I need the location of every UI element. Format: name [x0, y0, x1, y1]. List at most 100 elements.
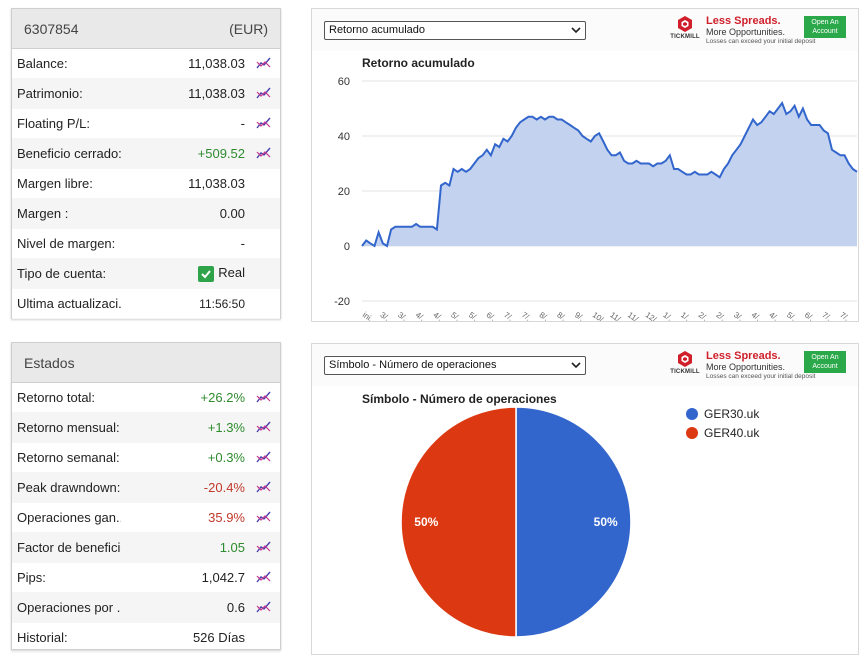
- stat-value: -: [240, 116, 245, 131]
- stat-value: 0.6: [226, 600, 245, 615]
- stat-chart-button[interactable]: [251, 450, 275, 466]
- stat-row: Floating P/L: -: [12, 109, 280, 139]
- open-account-button[interactable]: Open An Account: [804, 16, 846, 38]
- stat-label: Peak drawndown:: [17, 480, 121, 495]
- stat-row: Nivel de margen: -: [12, 229, 280, 259]
- line-chart-select[interactable]: Retorno acumulado: [324, 20, 586, 40]
- stat-label: Factor de beneficio:: [17, 540, 121, 555]
- stat-row: Operaciones gan... 35.9%: [12, 503, 280, 533]
- x-tick-label: 4/...: [750, 310, 766, 321]
- stat-value: 11,038.03: [188, 176, 245, 191]
- ad-text: Less Spreads. More Opportunities. Losses…: [706, 350, 846, 381]
- legend-swatch: [686, 426, 698, 439]
- stat-row: Historial: 526 Días: [12, 623, 280, 653]
- stat-value: 11:56:50: [199, 296, 245, 311]
- stats-panel: Estados Retorno total: +26.2% Retorno mens…: [11, 342, 281, 653]
- legend-label: GER30.uk: [704, 406, 760, 421]
- stat-value: 11,038.03: [188, 56, 245, 71]
- stat-value: +26.2%: [200, 390, 245, 405]
- x-tick-label: 4/...: [767, 310, 783, 321]
- account-rows: Balance: 11,038.03 Patrimonio: 11,038.03 Flo…: [12, 49, 280, 319]
- tickmill-logo-icon: [678, 351, 692, 367]
- x-tick-label: 3/...: [396, 310, 412, 321]
- tickmill-logo: TICKMILL: [670, 15, 700, 40]
- legend-item[interactable]: GER40.uk: [686, 423, 759, 442]
- line-chart-icon: [255, 57, 271, 69]
- open-account-button[interactable]: Open An Account: [804, 351, 846, 373]
- line-chart-icon: [255, 571, 271, 583]
- checkmark-icon: [198, 265, 215, 282]
- stat-chart-button[interactable]: [251, 56, 275, 72]
- line-chart-icon: [255, 87, 271, 99]
- ad-banner[interactable]: TICKMILL Less Spreads. More Opportunitie…: [670, 350, 846, 381]
- stat-label: Ultima actualizaci...: [17, 296, 121, 311]
- stat-chart-button[interactable]: [251, 86, 275, 102]
- account-header: 6307854 (EUR): [12, 9, 280, 49]
- stat-label: Floating P/L:: [17, 116, 90, 131]
- x-tick-label: 7/...: [820, 310, 836, 321]
- account-number: 6307854: [24, 20, 79, 37]
- stat-row: Retorno total: +26.2%: [12, 383, 280, 413]
- stat-chart-button[interactable]: [251, 116, 275, 132]
- stat-value: 526 Días: [192, 630, 245, 645]
- pie-chart-title: Símbolo - Número de operaciones: [362, 392, 557, 406]
- stat-row: Patrimonio: 11,038.03: [12, 79, 280, 109]
- x-tick-label: 2/...: [714, 310, 730, 321]
- line-chart-title: Retorno acumulado: [362, 56, 475, 70]
- line-chart-icon: [255, 147, 271, 159]
- ad-brand: TICKMILL: [670, 369, 700, 375]
- stat-value: -20.4%: [203, 480, 245, 495]
- open-account-line1: Open An: [811, 19, 839, 26]
- stat-chart-button[interactable]: [251, 420, 275, 436]
- stat-chart-button[interactable]: [251, 570, 275, 586]
- x-tick-label: 5/...: [449, 310, 465, 321]
- line-chart-icon: [255, 481, 271, 493]
- stat-value: +509.52: [197, 146, 245, 161]
- stat-chart-button[interactable]: [251, 600, 275, 616]
- stat-label: Patrimonio:: [17, 86, 83, 101]
- account-currency: (EUR): [229, 20, 268, 37]
- x-tick-label: ini...: [361, 310, 378, 321]
- x-tick-label: 7/...: [838, 310, 854, 321]
- stats-title: Estados: [24, 354, 75, 371]
- tickmill-logo: TICKMILL: [670, 350, 700, 375]
- ad-title: Less Spreads.: [706, 15, 781, 27]
- ad-brand: TICKMILL: [670, 34, 700, 40]
- ad-subtitle: More Opportunities.: [706, 362, 786, 372]
- ad-disclaimer: Losses can exceed your initial deposit: [706, 38, 816, 45]
- stat-chart-button[interactable]: [251, 540, 275, 556]
- pie-chart-select[interactable]: Símbolo - Número de operaciones: [324, 355, 586, 375]
- stats-header: Estados: [12, 343, 280, 383]
- stat-label: Nivel de margen:: [17, 236, 116, 251]
- area-fill: [362, 103, 857, 246]
- stat-row: Margen libre: 11,038.03: [12, 169, 280, 199]
- line-chart-icon: [255, 451, 271, 463]
- stat-row: Operaciones por ... 0.6: [12, 593, 280, 623]
- stat-label: Balance:: [17, 56, 68, 71]
- x-tick-label: 7/...: [520, 310, 536, 321]
- stat-chart-button[interactable]: [251, 510, 275, 526]
- stat-label: Beneficio cerrado:: [17, 146, 121, 161]
- line-chart-icon: [255, 511, 271, 523]
- stat-value: +0.3%: [207, 450, 245, 465]
- x-tick-label: 5/...: [785, 310, 801, 321]
- x-tick-label: 6/...: [803, 310, 819, 321]
- open-account-line2: Account: [812, 28, 838, 35]
- ad-banner[interactable]: TICKMILL Less Spreads. More Opportunitie…: [670, 15, 846, 46]
- x-tick-label: 4/...: [432, 310, 448, 321]
- stat-label: Retorno mensual:: [17, 420, 120, 435]
- x-tick-label: 5/...: [467, 310, 483, 321]
- stat-chart-button[interactable]: [251, 480, 275, 496]
- line-chart-icon: [255, 421, 271, 433]
- y-tick-label: 40: [338, 131, 350, 143]
- pie-slice[interactable]: [515, 406, 632, 638]
- stat-chart-button[interactable]: [251, 146, 275, 162]
- pie-slice[interactable]: [400, 406, 517, 638]
- legend-item[interactable]: GER30.uk: [686, 404, 759, 423]
- line-chart-icon: [255, 601, 271, 613]
- open-account-line1: Open An: [811, 354, 839, 361]
- x-tick-label: 2/...: [697, 310, 713, 321]
- pie-chart-toolbar: Símbolo - Número de operaciones TICKMILL…: [312, 344, 858, 386]
- stat-chart-button[interactable]: [251, 390, 275, 406]
